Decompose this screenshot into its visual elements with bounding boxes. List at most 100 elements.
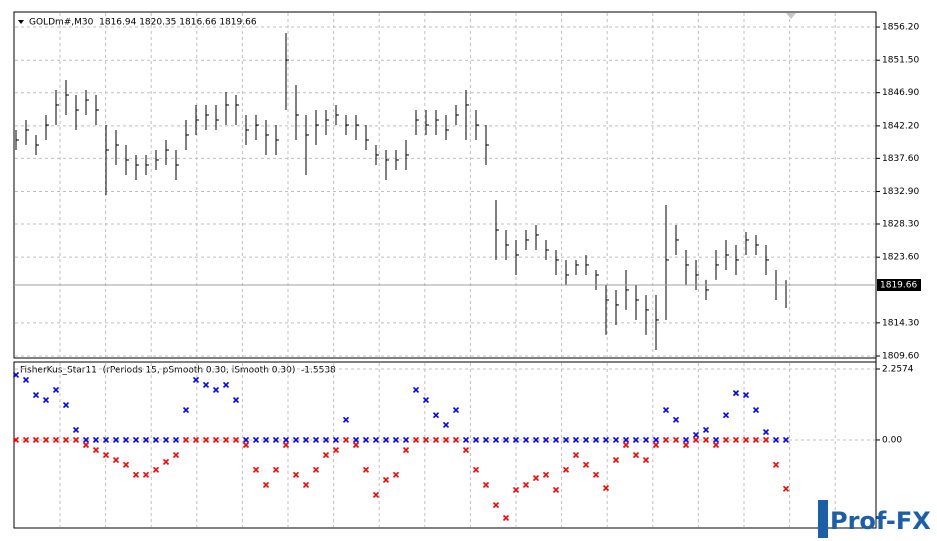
y-tick-label: 1828.30 xyxy=(882,220,919,230)
indicator-marker xyxy=(202,436,210,444)
indicator-marker xyxy=(102,451,110,459)
indicator-marker xyxy=(652,436,660,444)
y-tick-label: 1851.50 xyxy=(882,56,919,66)
indicator-marker xyxy=(562,466,570,473)
indicator-marker xyxy=(512,436,520,444)
indicator-marker xyxy=(242,436,250,444)
indicator-marker xyxy=(42,396,50,404)
indicator-marker xyxy=(572,436,580,444)
indicator-marker xyxy=(772,436,780,444)
y-tick-label: 1809.60 xyxy=(882,352,919,362)
indicator-marker xyxy=(392,471,400,478)
indicator-marker xyxy=(72,436,80,444)
indicator-marker xyxy=(152,466,160,473)
indicator-marker xyxy=(552,436,560,444)
indicator-marker xyxy=(112,457,120,464)
indicator-marker xyxy=(82,436,90,444)
indicator-marker xyxy=(22,436,30,444)
indicator-marker xyxy=(412,436,420,444)
indicator-marker xyxy=(512,486,520,494)
indicator-marker xyxy=(732,390,740,397)
chart-title: GOLDm#,M30 1816.94 1820.35 1816.66 1819.… xyxy=(29,18,257,28)
indicator-marker xyxy=(152,436,160,444)
indicator-marker xyxy=(422,436,430,444)
indicator-marker xyxy=(122,461,130,468)
indicator-marker xyxy=(462,436,470,444)
y-tick-label: 1846.90 xyxy=(882,88,919,98)
indicator-marker xyxy=(332,446,340,454)
indicator-marker xyxy=(22,376,30,383)
indicator-marker xyxy=(572,451,580,459)
indicator-marker xyxy=(82,441,90,449)
indicator-marker xyxy=(532,436,540,444)
indicator-marker xyxy=(332,436,340,444)
y-tick-label: 2.2574 xyxy=(882,364,914,374)
indicator-marker xyxy=(322,436,330,444)
indicator-marker xyxy=(582,436,590,444)
indicator-marker xyxy=(772,461,780,468)
price-panel xyxy=(13,11,877,359)
indicator-marker xyxy=(532,474,540,482)
watermark: Prof-FX xyxy=(818,500,931,538)
indicator-marker xyxy=(412,386,420,394)
indicator-marker xyxy=(12,371,20,378)
indicator-marker xyxy=(172,451,180,459)
indicator-marker xyxy=(282,436,290,444)
logo-bar xyxy=(818,500,828,538)
indicator-marker xyxy=(372,491,380,499)
indicator-marker xyxy=(592,471,600,478)
indicator-marker xyxy=(472,466,480,473)
indicator-marker xyxy=(632,436,640,444)
indicator-marker xyxy=(602,436,610,444)
indicator-marker xyxy=(392,436,400,444)
indicator-marker xyxy=(242,441,250,449)
indicator-marker xyxy=(252,436,260,444)
indicator-marker xyxy=(662,436,670,444)
indicator-marker xyxy=(672,436,680,444)
indicator-marker xyxy=(162,458,170,466)
indicator-marker xyxy=(42,436,50,444)
indicator-marker xyxy=(272,436,280,444)
indicator-marker xyxy=(552,486,560,494)
y-tick-label: 1856.20 xyxy=(882,23,919,33)
indicator-marker xyxy=(622,441,630,449)
indicator-marker xyxy=(642,436,650,444)
indicator-marker xyxy=(382,436,390,444)
indicator-marker xyxy=(602,485,610,492)
indicator-marker xyxy=(292,471,300,478)
indicator-marker xyxy=(252,466,260,473)
indicator-marker xyxy=(742,391,750,399)
indicator-marker xyxy=(682,441,690,449)
menu-arrow[interactable] xyxy=(18,20,24,24)
indicator-marker xyxy=(612,457,620,464)
indicator-marker xyxy=(122,436,130,444)
indicator-marker xyxy=(132,471,140,478)
indicator-marker xyxy=(262,481,270,488)
indicator-marker xyxy=(362,466,370,473)
indicator-marker xyxy=(422,396,430,404)
indicator-marker xyxy=(482,436,490,444)
indicator-marker xyxy=(262,436,270,444)
indicator-marker xyxy=(232,396,240,404)
indicator-marker xyxy=(542,471,550,478)
indicator-marker xyxy=(692,436,700,444)
indicator-marker xyxy=(32,436,40,444)
indicator-marker xyxy=(12,436,20,444)
indicator-marker xyxy=(452,407,460,414)
indicator-marker xyxy=(442,421,450,428)
y-tick-label: 1814.30 xyxy=(882,318,919,328)
indicator-marker xyxy=(642,457,650,464)
indicator-marker xyxy=(732,436,740,444)
indicator-marker xyxy=(282,441,290,449)
indicator-marker xyxy=(142,471,150,478)
indicator-marker xyxy=(672,416,680,423)
indicator-marker xyxy=(452,436,460,444)
indicator-marker xyxy=(522,436,530,444)
last-price-label: 1819.66 xyxy=(880,281,917,291)
indicator-marker xyxy=(92,446,100,454)
indicator-marker xyxy=(702,436,710,444)
indicator-marker xyxy=(292,436,300,444)
indicator-marker xyxy=(502,514,510,522)
indicator-marker xyxy=(322,451,330,459)
